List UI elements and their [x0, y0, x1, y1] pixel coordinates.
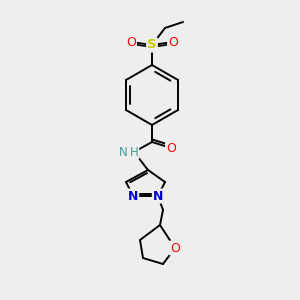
Text: O: O — [168, 35, 178, 49]
Text: O: O — [126, 35, 136, 49]
Text: N: N — [153, 190, 163, 202]
Text: S: S — [147, 38, 157, 52]
Text: N: N — [119, 146, 128, 158]
Text: O: O — [170, 242, 180, 254]
Text: N: N — [128, 190, 138, 202]
Text: O: O — [166, 142, 176, 154]
Text: H: H — [130, 146, 138, 158]
